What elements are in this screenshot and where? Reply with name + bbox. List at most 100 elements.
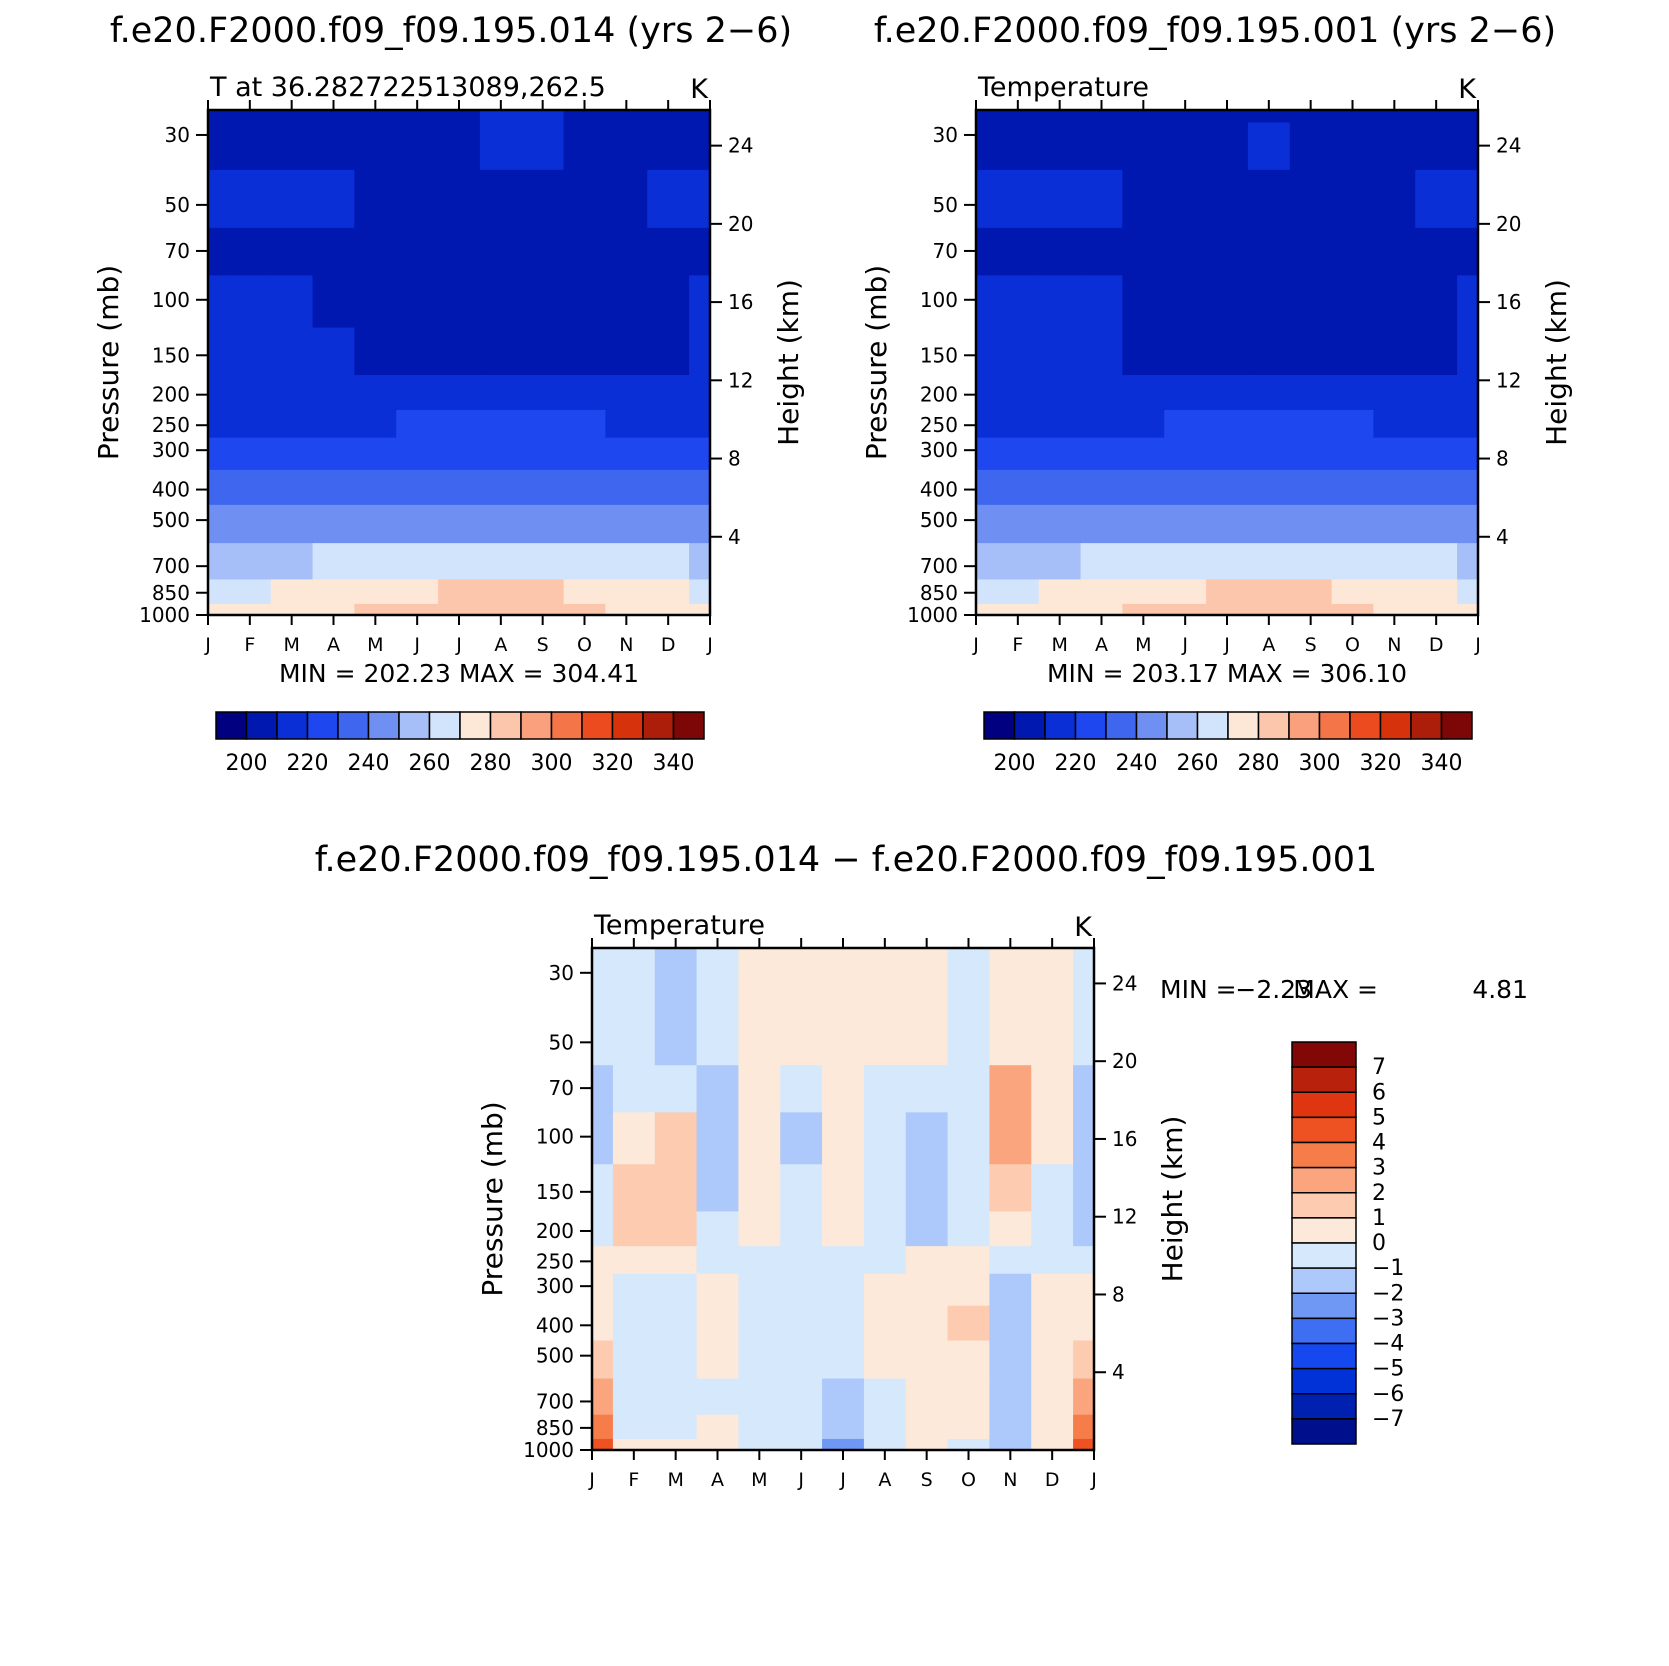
contour-cell bbox=[947, 1340, 991, 1380]
contour-cell bbox=[1164, 275, 1207, 329]
contour-cell bbox=[1073, 1007, 1095, 1066]
contour-cell bbox=[592, 1065, 614, 1113]
pressure-tick-label: 50 bbox=[165, 193, 190, 217]
contour-cell bbox=[863, 1164, 907, 1212]
contour-cell bbox=[996, 409, 1040, 439]
contour-cell bbox=[780, 1305, 823, 1342]
contour-cell bbox=[1373, 469, 1416, 506]
x-tick-label: A bbox=[878, 1469, 891, 1491]
pressure-tick-label: 500 bbox=[152, 508, 190, 532]
contour-cell bbox=[996, 543, 1040, 581]
contour-cell bbox=[1080, 543, 1124, 581]
contour-cell bbox=[1206, 437, 1249, 471]
contour-cell bbox=[438, 227, 481, 276]
contour-cell bbox=[1206, 469, 1249, 506]
contour-cell bbox=[479, 543, 523, 581]
contour-cell bbox=[1331, 469, 1375, 506]
colorbar-box bbox=[1257, 711, 1290, 740]
contour-cell bbox=[976, 437, 998, 471]
contour-cell bbox=[989, 1378, 1032, 1416]
contour-cell bbox=[1164, 122, 1207, 171]
contour-cell bbox=[605, 437, 648, 471]
pressure-tick-label: 300 bbox=[536, 1274, 574, 1298]
x-tick-label: J bbox=[706, 634, 713, 656]
panel-subtitle: Temperature bbox=[593, 910, 765, 941]
contour-cell bbox=[947, 1246, 991, 1275]
contour-cell bbox=[647, 227, 690, 276]
contour-cell bbox=[996, 275, 1040, 329]
contour-cell bbox=[1080, 579, 1124, 605]
contour-cell bbox=[354, 469, 397, 506]
contour-cell bbox=[396, 437, 439, 471]
contour-cell bbox=[1031, 948, 1074, 962]
contour-cell bbox=[1247, 603, 1291, 616]
contour-cell bbox=[479, 122, 523, 171]
colorbar-box bbox=[1291, 1217, 1357, 1244]
contour-cell bbox=[654, 1340, 698, 1380]
contour-cell bbox=[592, 1305, 614, 1342]
y-axis-label: Pressure (mb) bbox=[860, 265, 893, 460]
contour-cell bbox=[438, 579, 481, 605]
colorbar-box bbox=[1291, 1066, 1357, 1093]
contour-cell bbox=[738, 1007, 781, 1066]
contour-cell bbox=[312, 579, 356, 605]
contour-cell bbox=[905, 1273, 949, 1307]
contour-cell bbox=[1373, 275, 1416, 329]
contour-cell bbox=[1206, 603, 1249, 616]
colorbar-label: 6 bbox=[1372, 1080, 1386, 1105]
contour-cell bbox=[1164, 603, 1207, 616]
contour-cell bbox=[612, 948, 656, 962]
contour-cell bbox=[1331, 543, 1375, 581]
contour-cell bbox=[438, 409, 481, 439]
contour-cell bbox=[1122, 579, 1165, 605]
pressure-tick-label: 1000 bbox=[139, 603, 190, 627]
contour-cell bbox=[208, 110, 230, 124]
contour-cell bbox=[1164, 169, 1207, 229]
contour-cell bbox=[905, 960, 949, 1009]
contour-cell bbox=[228, 409, 272, 439]
contour-cell bbox=[738, 1112, 781, 1165]
contour-cell bbox=[1457, 374, 1479, 411]
contour-cell bbox=[1206, 504, 1249, 544]
colorbar-box bbox=[1074, 711, 1107, 740]
contour-cell bbox=[1373, 110, 1416, 124]
contour-cell bbox=[647, 374, 690, 411]
contour-cell bbox=[976, 543, 998, 581]
colorbar-box bbox=[642, 711, 675, 740]
contour-cell bbox=[270, 437, 314, 471]
contour-cell bbox=[989, 948, 1032, 962]
contour-cell bbox=[605, 169, 648, 229]
contour-cell bbox=[592, 1340, 614, 1380]
max-label: MAX = bbox=[1293, 975, 1378, 1004]
contour-cell bbox=[270, 543, 314, 581]
contour-cell bbox=[208, 579, 230, 605]
x-tick-label: M bbox=[667, 1469, 683, 1491]
contour-cell bbox=[354, 110, 397, 124]
contour-cell bbox=[976, 374, 998, 411]
panel-subtitle: Temperature bbox=[977, 72, 1149, 103]
contour-cell bbox=[647, 275, 690, 329]
contour-cell bbox=[863, 1340, 907, 1380]
contour-cell bbox=[822, 1112, 865, 1165]
x-tick-label: F bbox=[244, 634, 255, 656]
contour-cell bbox=[605, 469, 648, 506]
contour-cell bbox=[976, 469, 998, 506]
colorbar-label: −5 bbox=[1372, 1357, 1404, 1382]
contour-cell bbox=[228, 122, 272, 171]
contour-cell bbox=[947, 1007, 991, 1066]
colorbar-box bbox=[398, 711, 431, 740]
contour-cell bbox=[1073, 1305, 1095, 1342]
contour-cell bbox=[976, 504, 998, 544]
pressure-tick-label: 50 bbox=[933, 193, 958, 217]
x-tick-label: J bbox=[972, 634, 979, 656]
contour-cell bbox=[738, 1378, 781, 1416]
pressure-tick-label: 200 bbox=[152, 383, 190, 407]
contour-cell bbox=[1080, 227, 1124, 276]
height-tick-label: 16 bbox=[1496, 290, 1521, 314]
contour-cell bbox=[696, 1065, 740, 1113]
contour-cell bbox=[521, 227, 565, 276]
contour-cell bbox=[738, 1164, 781, 1212]
contour-field bbox=[208, 110, 711, 616]
contour-cell bbox=[689, 504, 711, 544]
contour-cell bbox=[1289, 469, 1333, 506]
